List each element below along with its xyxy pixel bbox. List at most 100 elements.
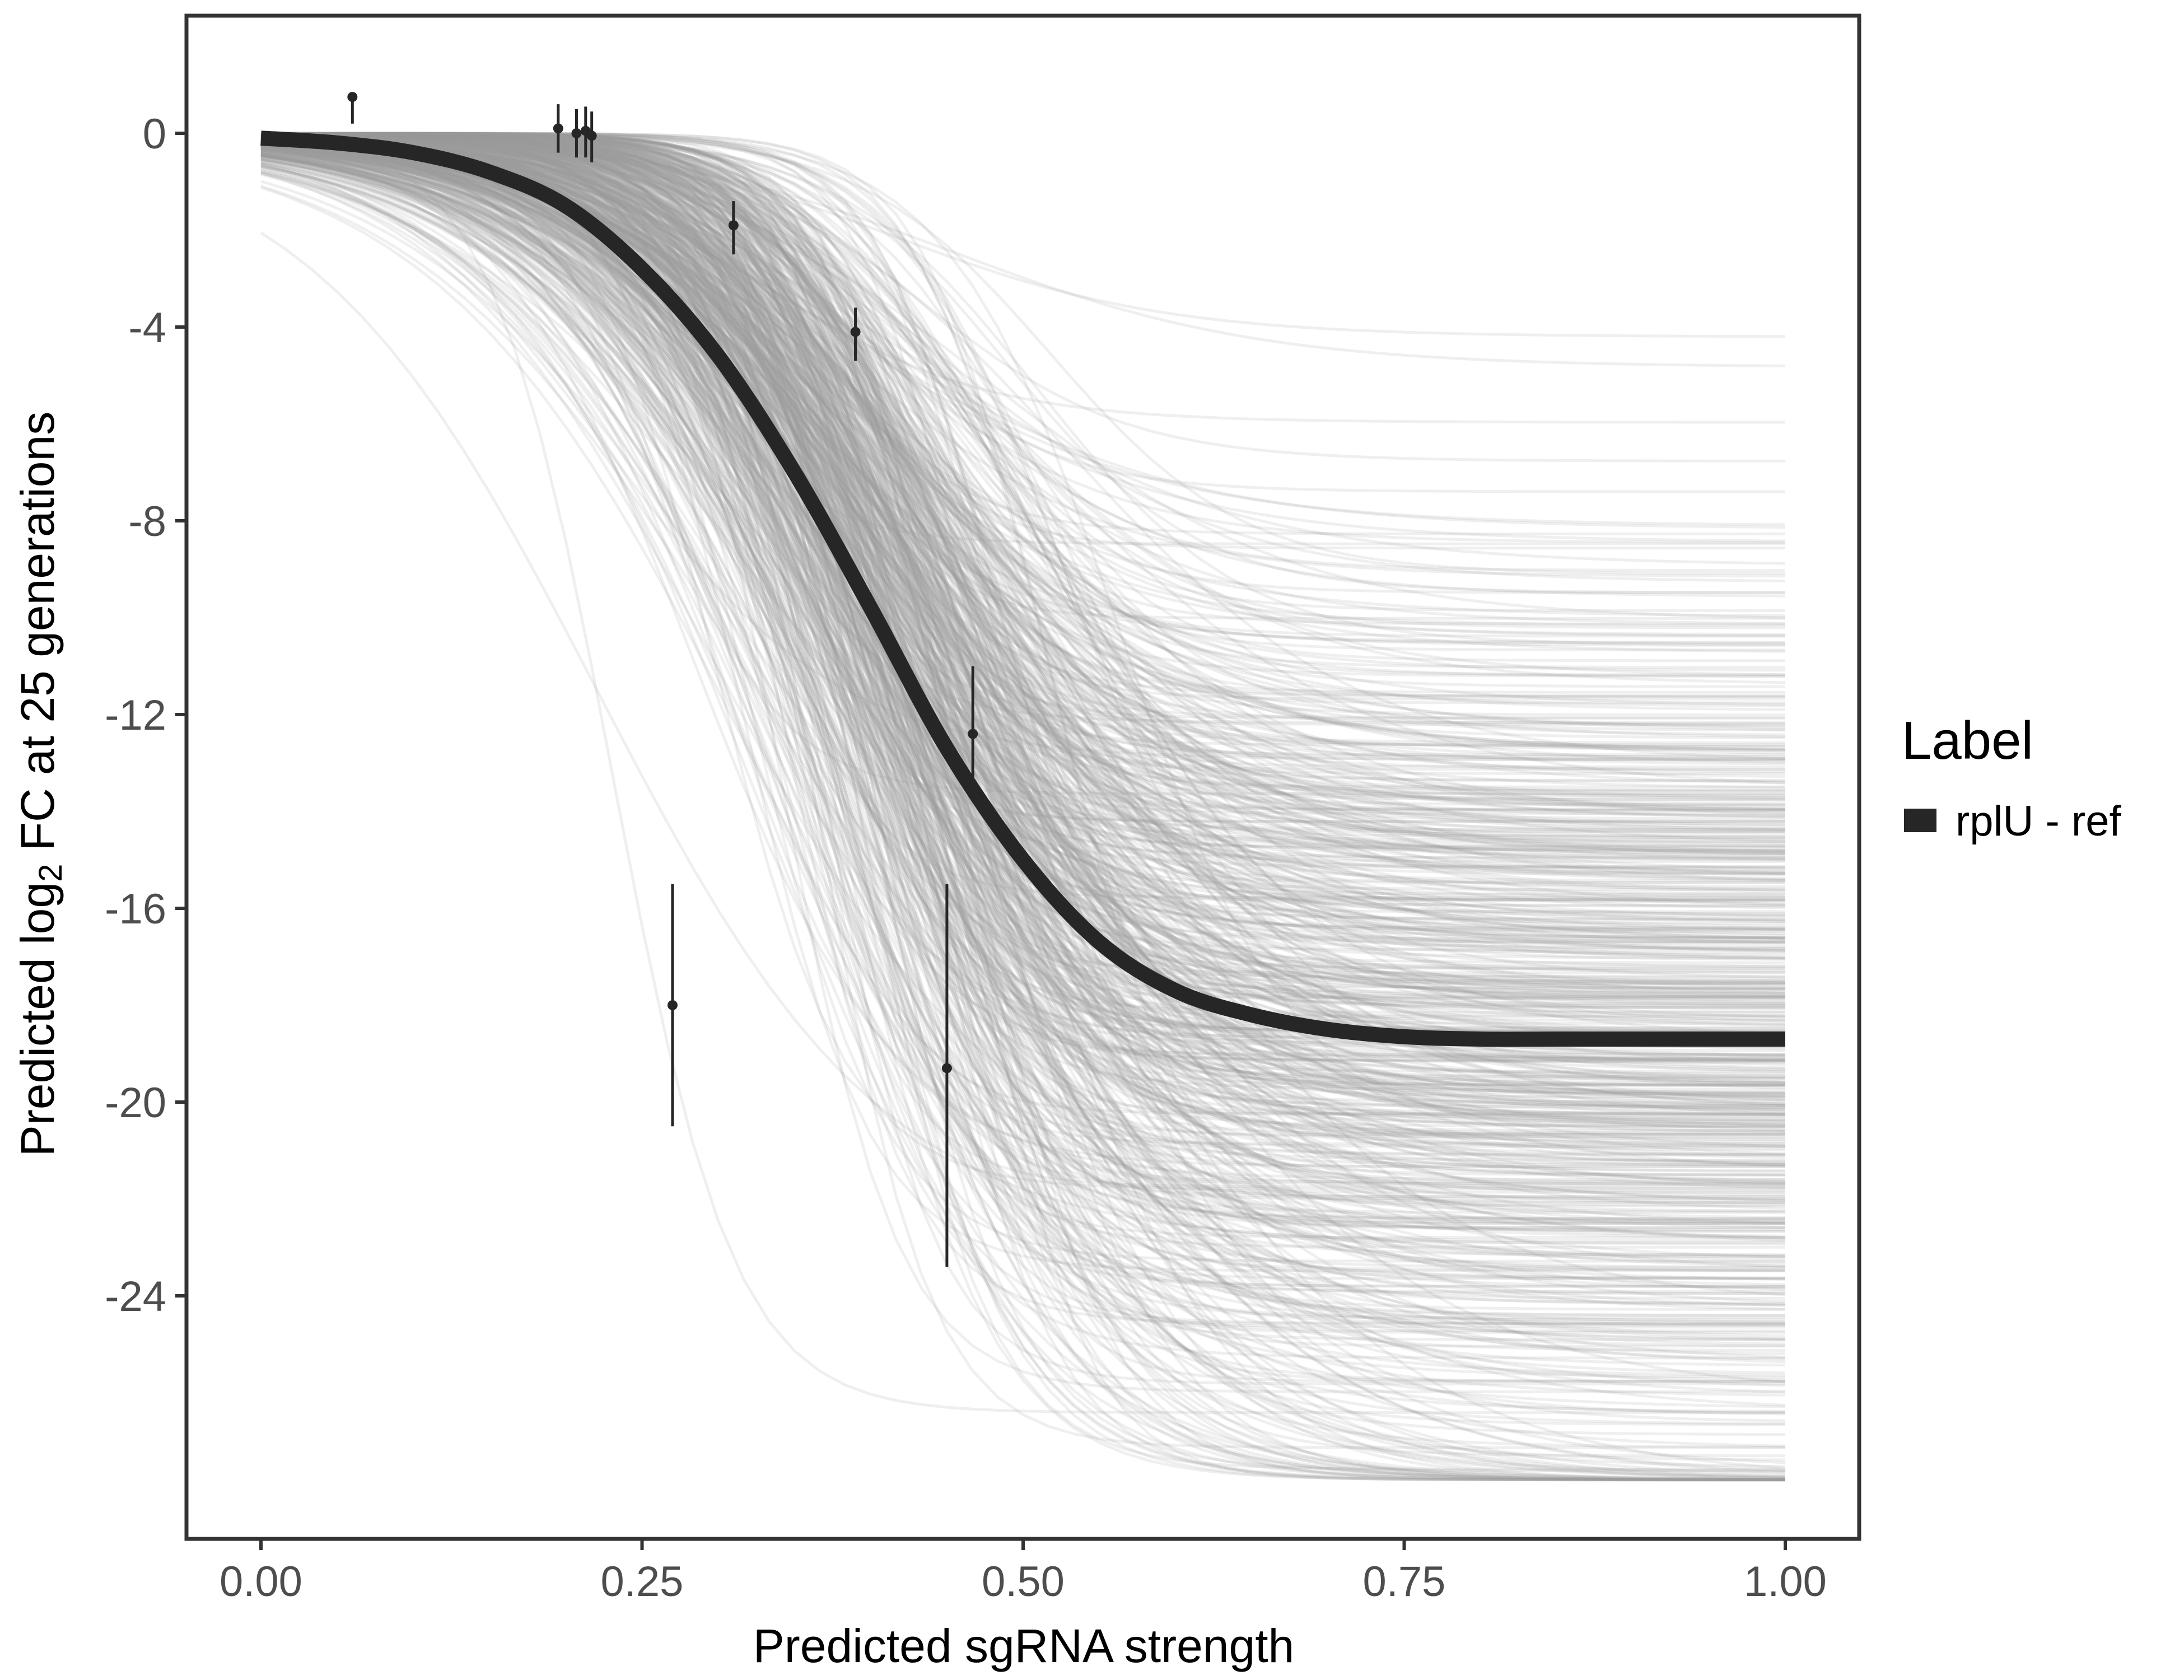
posterior-draw-line bbox=[260, 136, 1785, 748]
posterior-draw-line bbox=[260, 133, 1786, 1128]
posterior-draw-line bbox=[260, 132, 1785, 1213]
posterior-draw-line bbox=[260, 153, 1786, 1262]
posterior-draw-line bbox=[260, 132, 1786, 984]
posterior-draw-line bbox=[260, 133, 1786, 1257]
posterior-draw-line bbox=[260, 132, 1786, 1116]
posterior-draw-line bbox=[261, 132, 1785, 1224]
posterior-draw-line bbox=[260, 148, 1786, 1066]
posterior-draw-line bbox=[260, 132, 1785, 1225]
posterior-draw-line bbox=[260, 132, 1785, 1207]
posterior-draw-line bbox=[260, 145, 1786, 1168]
posterior-draw-line bbox=[260, 161, 1786, 1264]
posterior-draw-line bbox=[261, 132, 1785, 1334]
posterior-draw-line bbox=[261, 132, 1785, 1116]
posterior-draw-line bbox=[260, 165, 1786, 1056]
posterior-draw-line bbox=[260, 144, 1786, 1088]
posterior-draw-line bbox=[260, 143, 1786, 1099]
posterior-draw-line bbox=[260, 134, 1786, 909]
posterior-draw-line bbox=[260, 137, 1786, 711]
posterior-draw-line bbox=[260, 143, 1786, 1039]
posterior-draw-line bbox=[260, 133, 1785, 1006]
posterior-draw-line bbox=[260, 146, 1786, 1225]
posterior-draw-line bbox=[260, 152, 1786, 1307]
posterior-draw-line bbox=[260, 155, 1786, 1239]
posterior-draw-line bbox=[261, 132, 1785, 1482]
posterior-draw-line bbox=[260, 134, 1786, 1306]
posterior-draw-line bbox=[260, 146, 1785, 1281]
posterior-draw-line bbox=[261, 132, 1785, 720]
posterior-draw-line bbox=[260, 134, 1786, 898]
posterior-draw-line bbox=[260, 133, 1785, 812]
posterior-draw-line bbox=[260, 133, 1785, 1060]
posterior-draw-line bbox=[260, 132, 1785, 1166]
posterior-draw-line bbox=[260, 134, 1786, 857]
posterior-draw-line bbox=[261, 132, 1785, 1220]
posterior-draw-line bbox=[260, 158, 1786, 1394]
data-point bbox=[941, 884, 952, 1267]
posterior-draw-line bbox=[260, 144, 1786, 1010]
posterior-draw-line bbox=[260, 133, 1785, 984]
posterior-draw-line bbox=[260, 137, 1786, 916]
posterior-draw-line bbox=[260, 132, 1785, 783]
posterior-draw-line bbox=[260, 133, 1786, 990]
posterior-draw-line bbox=[260, 133, 1785, 1109]
posterior-draw-line bbox=[260, 231, 1786, 1245]
posterior-draw-line bbox=[260, 137, 1786, 785]
posterior-draw-line bbox=[260, 171, 1786, 1480]
y-tick-label: 0 bbox=[143, 110, 166, 158]
posterior-draw-line bbox=[260, 132, 1785, 823]
posterior-draw-line bbox=[260, 161, 1786, 1387]
posterior-draw-line bbox=[261, 132, 1785, 746]
posterior-draw-line bbox=[260, 153, 1786, 1238]
posterior-draw-line bbox=[261, 132, 1785, 704]
posterior-draw-line bbox=[260, 143, 1786, 917]
posterior-draw-line bbox=[260, 132, 1786, 594]
posterior-draw-line bbox=[260, 143, 1786, 940]
posterior-draw-line bbox=[260, 134, 1786, 979]
posterior-draw-line bbox=[261, 132, 1785, 1000]
posterior-draw-line bbox=[261, 132, 1785, 1137]
posterior-draw-line bbox=[260, 132, 1785, 1239]
posterior-draw-line bbox=[261, 132, 1785, 1017]
posterior-draw-line bbox=[260, 135, 1786, 1062]
posterior-draw-line bbox=[260, 132, 1785, 834]
posterior-draw-line bbox=[260, 134, 1785, 1311]
posterior-draw-line bbox=[260, 153, 1786, 1303]
posterior-draw-line bbox=[261, 132, 1785, 978]
point-marker bbox=[347, 92, 358, 102]
posterior-draw-line bbox=[260, 135, 1786, 1014]
posterior-draw-line bbox=[260, 132, 1785, 986]
y-axis: 0 -4 -8 -12 -16 -20 -24 bbox=[105, 110, 186, 1320]
posterior-draw-line bbox=[260, 171, 1786, 876]
posterior-draw-line bbox=[261, 132, 1785, 1208]
posterior-draw-line bbox=[260, 135, 1786, 1165]
posterior-draw-line bbox=[260, 135, 1785, 424]
posterior-draw-line bbox=[260, 136, 1786, 873]
posterior-draw-line bbox=[260, 132, 1785, 1098]
posterior-draw-line bbox=[260, 154, 1786, 940]
posterior-draw-line bbox=[260, 156, 1786, 1189]
posterior-draw-line bbox=[260, 132, 1785, 1030]
x-axis: 0.00 0.25 0.50 0.75 1.00 bbox=[220, 1539, 1827, 1606]
posterior-draw-line bbox=[260, 142, 1786, 638]
posterior-draw-line bbox=[260, 133, 1786, 956]
posterior-draw-line bbox=[260, 135, 1786, 684]
posterior-draw-line bbox=[260, 132, 1785, 932]
posterior-draw-line bbox=[260, 141, 1786, 861]
posterior-draw-line bbox=[260, 161, 1786, 1126]
posterior-draw-line bbox=[260, 132, 1786, 760]
posterior-draw-line bbox=[260, 136, 1786, 1268]
posterior-draw-line bbox=[261, 132, 1785, 811]
posterior-draw-line bbox=[260, 136, 1786, 1145]
posterior-draw-line bbox=[260, 132, 1785, 716]
posterior-draw-line bbox=[260, 143, 1786, 999]
posterior-draw-line bbox=[260, 132, 1785, 1107]
posterior-draw-line bbox=[260, 133, 1786, 1095]
posterior-draw-line bbox=[260, 132, 1785, 1019]
posterior-draw-line bbox=[260, 150, 1786, 728]
posterior-draw-line bbox=[260, 133, 1786, 1125]
posterior-draw-line bbox=[260, 133, 1786, 943]
posterior-draw-line bbox=[260, 136, 1786, 1004]
posterior-draw-line bbox=[260, 134, 1785, 1033]
posterior-draw-line bbox=[260, 145, 1786, 1425]
